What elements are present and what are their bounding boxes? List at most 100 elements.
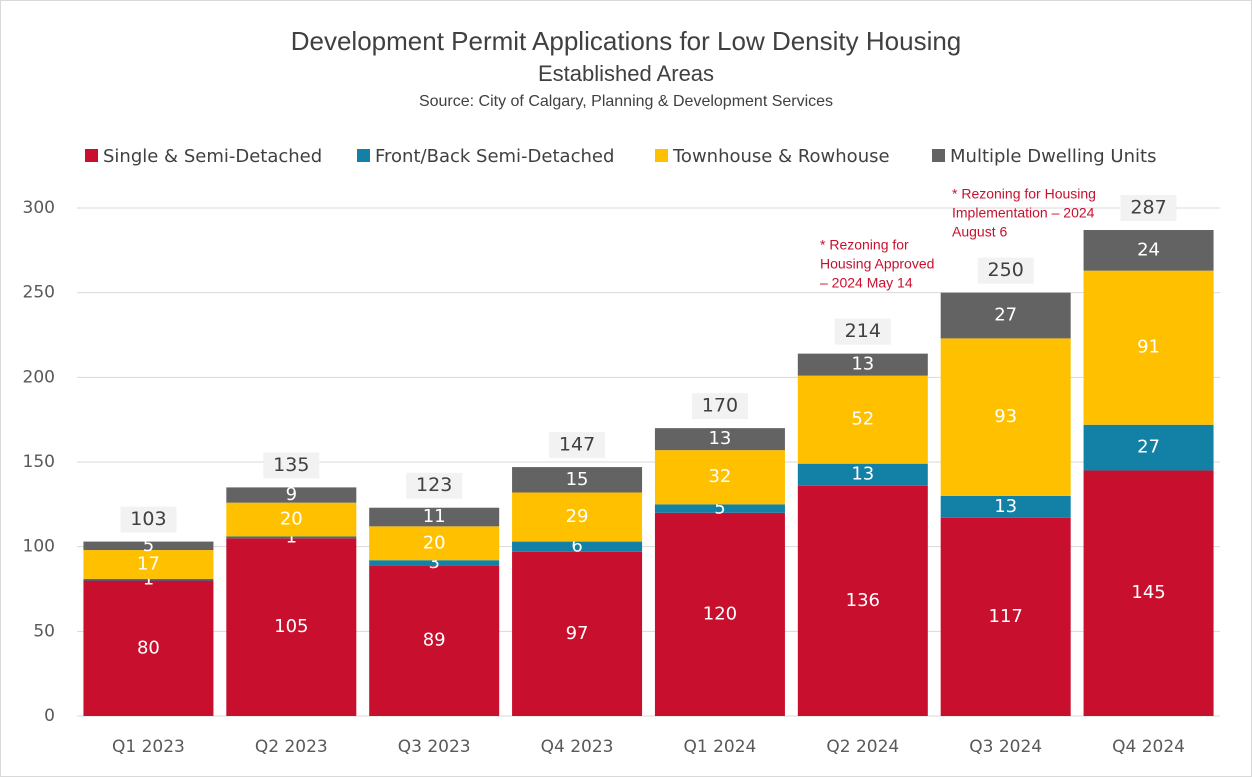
segment-label: 17 xyxy=(137,553,160,574)
bar-segment xyxy=(940,495,1071,518)
x-tick-label: Q4 2023 xyxy=(541,737,614,757)
legend-label: Multiple Dwelling Units xyxy=(950,146,1156,167)
segment-label: 9 xyxy=(286,484,297,505)
bar-segment xyxy=(1083,470,1214,716)
segment-label: 27 xyxy=(994,305,1017,326)
x-tick-label: Q3 2024 xyxy=(969,737,1042,757)
bar-segment xyxy=(654,450,785,505)
segment-label: 136 xyxy=(846,590,880,611)
segment-label: 117 xyxy=(989,606,1023,627)
bar-segment xyxy=(369,560,500,566)
bar-segment xyxy=(369,565,500,716)
segment-label: 15 xyxy=(566,469,589,490)
bar-segment xyxy=(797,463,928,486)
bar-segment xyxy=(369,507,500,527)
segment-label: 1 xyxy=(143,569,154,590)
bar-segment xyxy=(654,428,785,451)
segment-label: 120 xyxy=(703,603,737,624)
chart-subtitle: Established Areas xyxy=(538,61,714,86)
bar-segment xyxy=(1083,230,1214,271)
total-label-bg xyxy=(1120,195,1177,222)
y-tick-label: 200 xyxy=(23,367,55,387)
bar-segment xyxy=(512,492,643,542)
bar-segment xyxy=(654,512,785,716)
total-label: 214 xyxy=(845,320,881,342)
y-tick-label: 50 xyxy=(33,621,55,641)
x-tick-label: Q4 2024 xyxy=(1112,737,1185,757)
legend-label: Front/Back Semi-Detached xyxy=(375,146,614,167)
bar-segment xyxy=(797,375,928,464)
total-label: 147 xyxy=(559,434,595,456)
bar-segment xyxy=(654,504,785,513)
bar-segment xyxy=(226,502,357,537)
bar-segment xyxy=(83,578,214,581)
segment-label: 1 xyxy=(286,526,297,547)
bar-segment xyxy=(83,541,214,551)
legend-swatch xyxy=(85,149,98,162)
segment-label: 13 xyxy=(851,354,874,375)
x-tick-label: Q2 2024 xyxy=(826,737,899,757)
total-label: 135 xyxy=(273,454,309,476)
segment-label: 13 xyxy=(994,496,1017,517)
bar-segment xyxy=(940,292,1071,339)
segment-label: 32 xyxy=(708,466,731,487)
y-tick-label: 250 xyxy=(23,283,55,303)
legend-swatch xyxy=(655,149,668,162)
annotation: Housing Approved xyxy=(820,256,934,272)
annotation: Implementation – 2024 xyxy=(952,205,1095,221)
total-label: 103 xyxy=(130,508,166,530)
segment-label: 52 xyxy=(851,409,874,430)
x-tick-label: Q3 2023 xyxy=(398,737,471,757)
bar-segment xyxy=(226,538,357,716)
y-tick-label: 0 xyxy=(44,706,55,726)
total-label-bg xyxy=(834,318,891,345)
bar-segment xyxy=(369,526,500,561)
segment-label: 97 xyxy=(566,623,589,644)
bar-segment xyxy=(83,550,214,579)
segment-label: 20 xyxy=(280,509,303,530)
segment-label: 89 xyxy=(423,630,446,651)
y-tick-label: 150 xyxy=(23,452,55,472)
x-tick-label: Q2 2023 xyxy=(255,737,328,757)
total-label-bg xyxy=(263,452,320,479)
bar-segment xyxy=(512,467,643,493)
total-label: 170 xyxy=(702,395,738,417)
segment-label: 11 xyxy=(423,506,446,527)
total-label-bg xyxy=(549,432,606,459)
legend-swatch xyxy=(932,149,945,162)
bar-segment xyxy=(83,580,214,716)
bar-segment xyxy=(226,536,357,539)
segment-label: 24 xyxy=(1137,239,1160,260)
bar-segment xyxy=(512,551,643,716)
total-label: 250 xyxy=(988,259,1024,281)
segment-label: 29 xyxy=(566,506,589,527)
total-label-bg xyxy=(120,506,177,533)
legend-label: Single & Semi-Detached xyxy=(103,146,322,167)
segment-label: 105 xyxy=(274,616,308,637)
bar-segment xyxy=(226,487,357,503)
bar-segment xyxy=(940,338,1071,496)
segment-label: 5 xyxy=(714,498,725,519)
total-label: 123 xyxy=(416,474,452,496)
bar-segment xyxy=(1083,270,1214,425)
bar-segment xyxy=(512,541,643,552)
segment-label: 3 xyxy=(428,552,439,573)
chart-source: Source: City of Calgary, Planning & Deve… xyxy=(419,93,833,110)
total-label-bg xyxy=(406,472,463,499)
annotation: * Rezoning for Housing xyxy=(952,186,1096,202)
x-tick-label: Q1 2024 xyxy=(684,737,757,757)
segment-label: 91 xyxy=(1137,337,1160,358)
annotation: * Rezoning for xyxy=(820,237,909,253)
segment-label: 20 xyxy=(423,532,446,553)
bar-segment xyxy=(1083,424,1214,471)
segment-label: 27 xyxy=(1137,437,1160,458)
bar-segment xyxy=(940,517,1071,716)
legend-label: Townhouse & Rowhouse xyxy=(672,146,890,167)
segment-label: 13 xyxy=(708,428,731,449)
segment-label: 6 xyxy=(571,536,582,557)
bar-segment xyxy=(797,485,928,716)
segment-label: 93 xyxy=(994,406,1017,427)
segment-label: 80 xyxy=(137,637,160,658)
annotation: August 6 xyxy=(952,224,1007,240)
